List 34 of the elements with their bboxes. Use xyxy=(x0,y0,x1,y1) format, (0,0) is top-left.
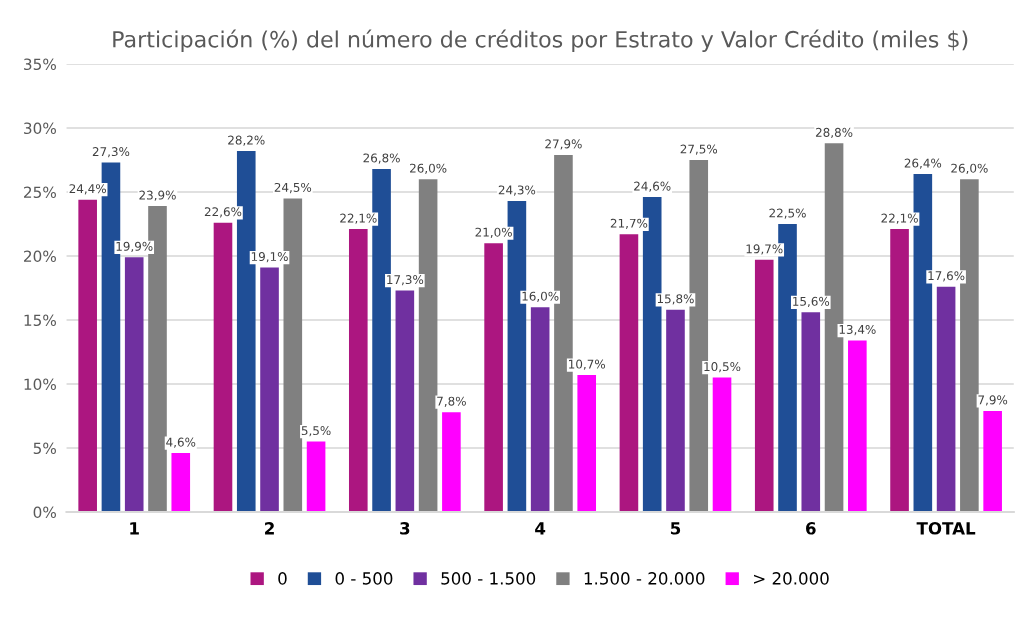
bar xyxy=(801,312,821,512)
legend-label: 0 xyxy=(278,572,287,585)
legend-label: 0 - 500 xyxy=(335,572,393,585)
chart-title: Participación (%) del número de créditos por Estrato y Valor Crédito (miles $) xyxy=(113,29,968,52)
x-tick-label: 1 xyxy=(130,522,139,535)
bar xyxy=(484,243,503,512)
bar xyxy=(442,412,461,512)
bar xyxy=(890,229,909,512)
bar xyxy=(124,257,144,512)
bar xyxy=(936,286,956,512)
bar xyxy=(848,340,867,512)
x-tick-label: 6 xyxy=(806,522,816,535)
x-tick-label: 5 xyxy=(670,522,681,535)
x-tick-label: 4 xyxy=(535,522,546,535)
bar xyxy=(306,441,326,512)
legend-label: > 20.000 xyxy=(754,572,829,585)
bar xyxy=(619,234,639,512)
bar xyxy=(530,307,550,512)
bar xyxy=(78,199,97,512)
bar xyxy=(712,377,732,512)
bar xyxy=(983,410,1002,512)
bar xyxy=(395,290,415,512)
x-tick-label: 2 xyxy=(265,522,274,535)
bar xyxy=(666,309,685,512)
legend-label: 1.500 - 20.000 xyxy=(584,572,705,585)
bar xyxy=(171,453,191,512)
legend-label: 500 - 1.500 xyxy=(441,572,536,585)
x-tick-label: TOTAL xyxy=(916,522,976,535)
bar xyxy=(260,267,279,512)
x-tick-label: 3 xyxy=(400,522,410,535)
bar xyxy=(213,222,233,512)
bar xyxy=(754,259,774,512)
bar xyxy=(577,375,597,512)
bar xyxy=(348,229,368,512)
